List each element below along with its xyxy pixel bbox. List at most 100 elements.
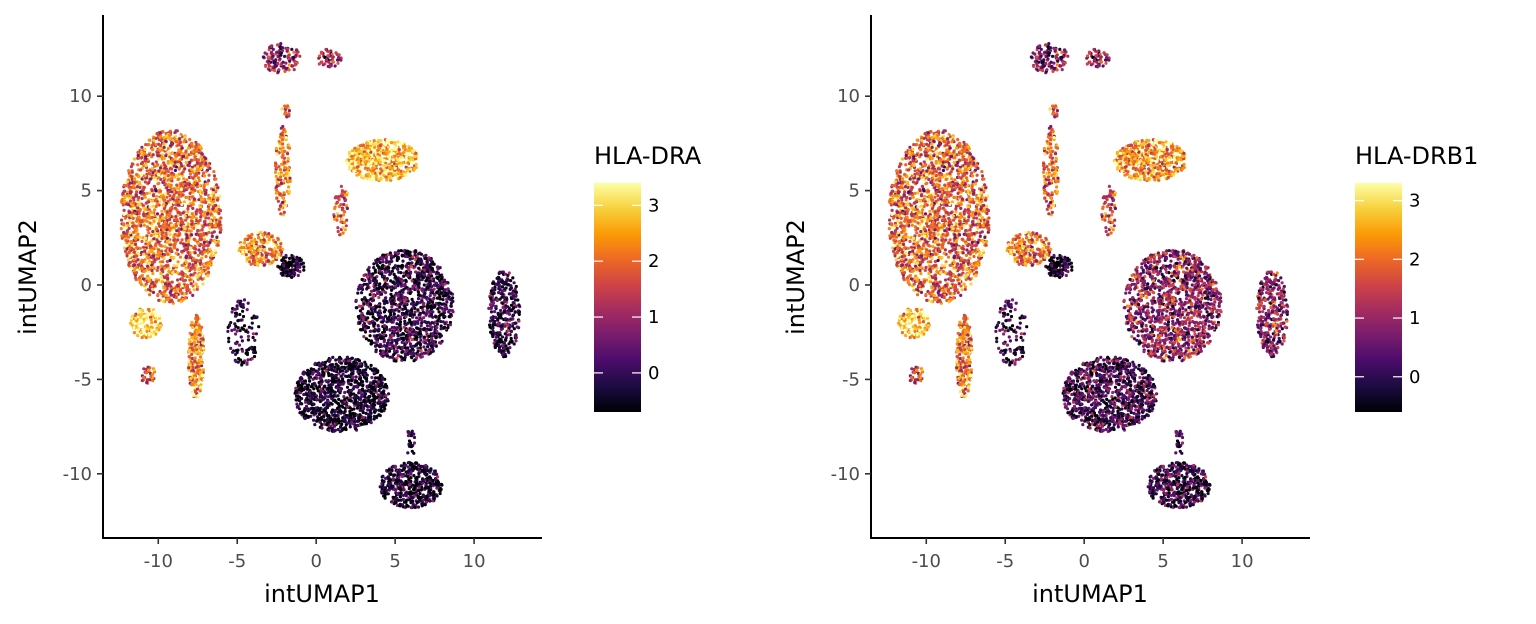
scatter-point — [385, 320, 389, 324]
scatter-point — [390, 338, 394, 342]
scatter-point — [177, 148, 181, 152]
scatter-point — [274, 250, 278, 254]
scatter-point — [442, 325, 447, 329]
scatter-point — [216, 186, 220, 190]
scatter-point — [387, 349, 392, 353]
scatter-point — [292, 50, 296, 54]
scatter-point — [387, 262, 392, 266]
scatter-point — [287, 63, 291, 67]
scatter-point — [170, 161, 174, 166]
scatter-point — [162, 142, 166, 146]
scatter-point — [388, 285, 393, 289]
scatter-point — [201, 164, 205, 168]
scatter-point — [131, 224, 135, 228]
scatter-point — [213, 249, 217, 253]
scatter-point — [166, 277, 170, 281]
scatter-point — [203, 174, 207, 178]
scatter-point — [188, 191, 192, 195]
scatter-point — [430, 336, 434, 340]
scatter-point — [383, 163, 387, 167]
scatter-point — [146, 368, 151, 372]
scatter-point — [165, 186, 169, 190]
scatter-point — [194, 383, 198, 387]
scatter-point — [128, 199, 132, 203]
scatter-point — [186, 210, 190, 214]
scatter-point — [363, 160, 367, 164]
scatter-point — [178, 255, 183, 259]
scatter-point — [431, 349, 435, 353]
scatter-point — [170, 151, 174, 155]
scatter-point — [204, 191, 208, 195]
scatter-point — [182, 279, 186, 283]
scatter-point — [161, 197, 165, 201]
scatter-point — [172, 238, 176, 242]
scatter-point — [386, 155, 391, 159]
scatter-point — [130, 267, 134, 271]
scatter-point — [282, 268, 287, 272]
scatter-point — [264, 255, 268, 259]
scatter-point — [203, 214, 207, 218]
scatter-point — [324, 47, 328, 52]
scatter-point — [242, 241, 246, 245]
scatter-point — [274, 146, 278, 151]
scatter-point — [142, 151, 147, 155]
scatter-point — [439, 341, 443, 345]
scatter-point — [390, 334, 394, 338]
scatter-point — [159, 143, 163, 148]
scatter-point — [176, 177, 180, 181]
scatter-point — [175, 174, 179, 178]
scatter-point — [122, 222, 126, 226]
scatter-point — [186, 207, 190, 211]
scatter-point — [286, 152, 290, 156]
scatter-point — [137, 195, 141, 200]
scatter-point — [169, 248, 173, 252]
scatter-point — [392, 312, 396, 316]
scatter-point — [125, 254, 129, 258]
scatter-point — [433, 320, 437, 324]
scatter-point — [369, 363, 373, 367]
scatter-point — [385, 178, 389, 182]
scatter-point — [183, 214, 187, 218]
scatter-point — [190, 352, 194, 356]
scatter-point — [443, 278, 447, 282]
scatter-point — [198, 161, 202, 165]
scatter-point — [280, 131, 284, 135]
scatter-point — [397, 148, 401, 152]
scatter-point — [259, 258, 263, 262]
scatter-point — [404, 334, 408, 338]
scatter-point — [402, 325, 406, 329]
scatter-point — [410, 338, 414, 342]
scatter-point — [377, 146, 381, 151]
scatter-point — [363, 330, 368, 334]
scatter-point — [285, 49, 289, 53]
scatter-point — [122, 212, 126, 216]
scatter-point — [148, 191, 152, 195]
scatter-point — [398, 152, 403, 156]
scatter-point — [169, 187, 173, 191]
scatter-point — [181, 152, 185, 156]
scatter-point — [180, 284, 184, 288]
scatter-point — [381, 263, 385, 267]
scatter-point — [431, 305, 435, 309]
scatter-point — [190, 219, 194, 223]
scatter-point — [152, 237, 156, 241]
scatter-point — [397, 270, 401, 274]
scatter-point — [401, 259, 405, 263]
scatter-point — [206, 266, 210, 270]
scatter-point — [157, 197, 161, 201]
scatter-point — [339, 220, 343, 224]
scatter-point — [155, 268, 159, 272]
scatter-point — [139, 312, 143, 316]
scatter-point — [142, 334, 146, 338]
scatter-point — [174, 140, 179, 144]
scatter-point — [125, 230, 129, 234]
scatter-point — [190, 342, 194, 346]
scatter-point — [190, 212, 194, 216]
scatter-point — [144, 201, 148, 205]
scatter-point — [429, 312, 433, 317]
scatter-point — [170, 159, 174, 163]
scatter-point — [160, 280, 164, 284]
scatter-point — [199, 276, 203, 280]
scatter-point — [352, 169, 356, 173]
scatter-point — [186, 163, 190, 167]
